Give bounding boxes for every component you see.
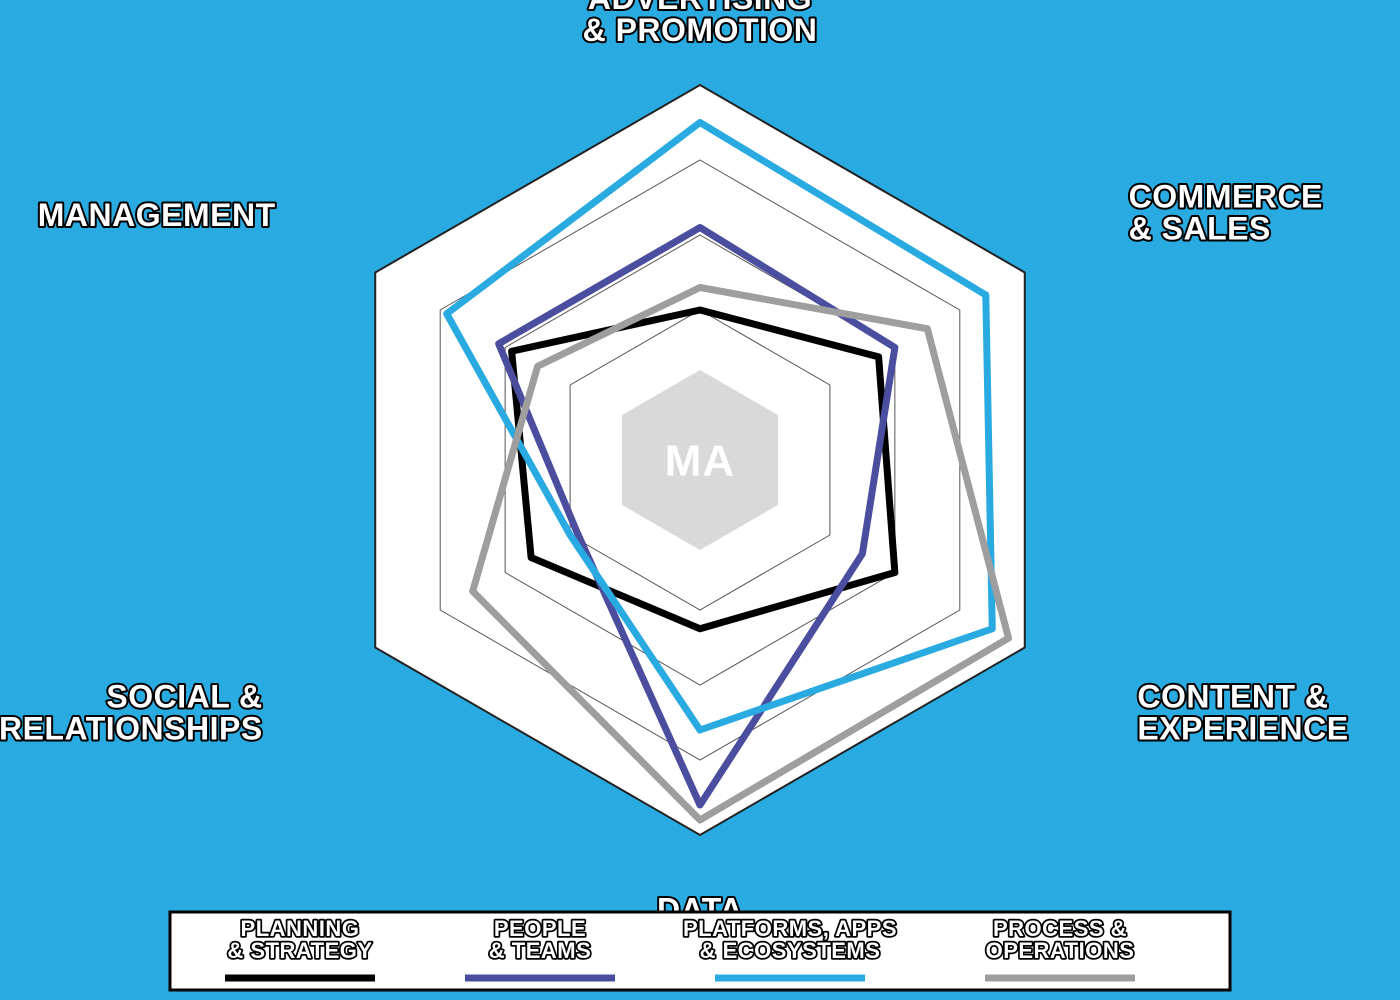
chart-stage: MAADVERTISING& PROMOTIONCOMMERCE& SALESC… — [0, 0, 1400, 1000]
axis-label-0: ADVERTISING& PROMOTION — [583, 0, 818, 48]
axis-label-2: CONTENT &EXPERIENCE — [1137, 679, 1348, 747]
radar-svg: MAADVERTISING& PROMOTIONCOMMERCE& SALESC… — [0, 0, 1400, 1000]
legend-label-0: PLANNING& STRATEGY — [227, 916, 372, 963]
axis-label-5: MANAGEMENT — [38, 197, 276, 233]
legend-label-3: PROCESS &OPERATIONS — [986, 916, 1135, 963]
legend-label-2: PLATFORMS, APPS& ECOSYSTEMS — [683, 916, 897, 963]
legend-label-1: PEOPLE& TEAMS — [489, 916, 592, 963]
center-label: MA — [665, 436, 735, 485]
